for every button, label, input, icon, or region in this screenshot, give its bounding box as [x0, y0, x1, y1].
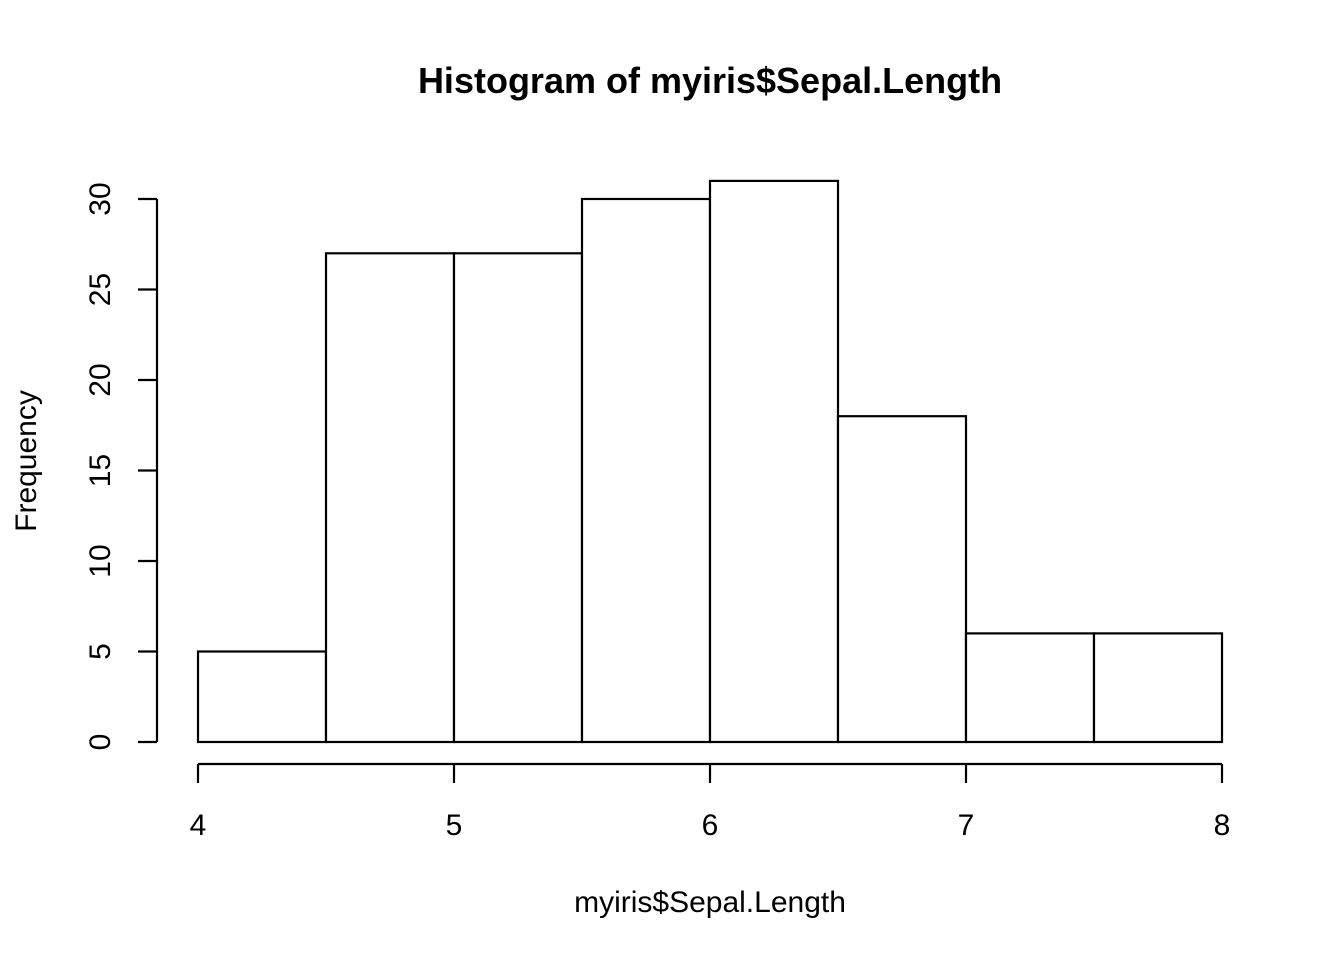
y-tick-label-30: 30 [84, 182, 117, 215]
x-axis-label: myiris$Sepal.Length [574, 886, 846, 919]
histogram-bar-7 [1092, 632, 1224, 744]
y-tick-label-0: 0 [84, 734, 117, 751]
x-tick-label-5: 5 [446, 809, 463, 842]
x-tick-label-4: 4 [190, 809, 207, 842]
histogram-bar-4 [708, 179, 840, 744]
y-tick-label-15: 15 [84, 454, 117, 487]
y-tick-label-10: 10 [84, 544, 117, 577]
y-axis: 0 5 10 15 20 25 30 [84, 182, 159, 751]
x-axis: 4 5 6 7 8 [190, 762, 1231, 842]
y-tick-label-20: 20 [84, 363, 117, 396]
x-tick-label-6: 6 [702, 809, 719, 842]
x-tick-label-8: 8 [1214, 809, 1231, 842]
x-tick-label-7: 7 [958, 809, 975, 842]
bars-group [196, 179, 1224, 744]
histogram-bar-5 [836, 415, 968, 744]
chart-title: Histogram of myiris$Sepal.Length [418, 60, 1002, 101]
histogram-bar-1 [324, 252, 456, 744]
histogram-bar-2 [452, 252, 584, 744]
y-tick-label-5: 5 [84, 643, 117, 660]
histogram-bar-0 [196, 650, 328, 744]
y-axis-label: Frequency [10, 390, 43, 532]
y-tick-label-25: 25 [84, 273, 117, 306]
histogram-bar-3 [580, 197, 712, 744]
histogram-bar-6 [964, 632, 1096, 744]
